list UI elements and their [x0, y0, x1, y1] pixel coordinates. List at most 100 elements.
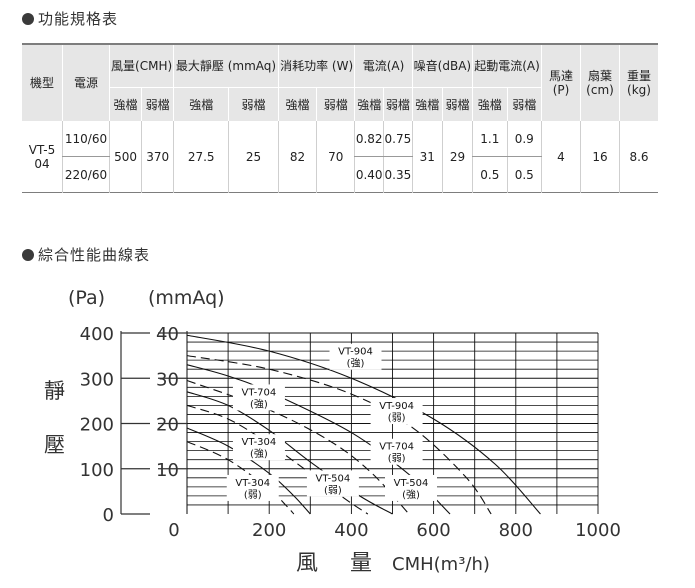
curve-label-background — [306, 470, 359, 497]
pa-tick-label: 400 — [80, 324, 114, 345]
x-tick-label: 400 — [334, 520, 368, 541]
y-axis-label: 靜壓 — [44, 379, 65, 457]
x-tick-label: 600 — [416, 520, 450, 541]
curve-label-mode: (強) — [347, 357, 365, 370]
bullet-dot-icon — [22, 249, 34, 261]
unit-left-label: (Pa) — [68, 287, 105, 309]
pa-tick-label: 200 — [80, 415, 114, 436]
x-axis-label-char: 量 — [350, 551, 372, 576]
bullet-dot-icon — [22, 13, 34, 25]
cell-noise-weak: 29 — [441, 121, 473, 193]
spec-title-text: 功能規格表 — [38, 10, 119, 28]
unit-right-label: (mmAq) — [148, 287, 225, 309]
mmaq-tick-label: 20 — [156, 415, 179, 436]
curve-label-background — [384, 474, 437, 501]
curve-label-mode: (弱) — [388, 412, 406, 424]
header-strong: 強檔 — [354, 87, 384, 121]
x-tick-label: 200 — [252, 520, 286, 541]
cell-horsepower: 4 — [541, 121, 581, 193]
curve-label-background — [232, 434, 285, 461]
cell-power-weak: 70 — [316, 121, 355, 193]
mmaq-tick-label: 30 — [156, 369, 179, 390]
curve-label-name: VT-904 — [379, 401, 414, 412]
header-strong: 強檔 — [411, 87, 443, 121]
cell-static-weak: 25 — [228, 121, 279, 193]
header-weak: 弱檔 — [316, 87, 355, 121]
curve-label-name: VT-704 — [242, 387, 277, 398]
header-weight: 重量 (kg) — [619, 44, 658, 121]
cell-start-strong-1: 1.1 — [472, 121, 507, 157]
cell-source-2: 220/60 — [62, 156, 110, 193]
header-strong: 強檔 — [277, 87, 317, 121]
cell-current-strong-1: 0.82 — [354, 121, 384, 157]
cell-model: VT-504 — [28, 142, 56, 171]
curve-vt-504-strong — [186, 391, 393, 515]
cell-weight: 8.6 — [619, 121, 658, 193]
curve-label-name: VT-904 — [338, 347, 373, 358]
curve-section-title: 綜合性能曲線表 — [22, 244, 150, 265]
curve-label-mode: (弱) — [388, 453, 406, 465]
curve-label-background — [226, 474, 279, 501]
curve-labels-group: VT-904(強)VT-904(弱)VT-704(強)VT-704(弱)VT-5… — [226, 343, 437, 501]
mmaq-tick-label: 40 — [156, 324, 179, 345]
header-start-current: 起動電流(A) — [472, 44, 542, 88]
curve-label-mode: (強) — [250, 447, 268, 460]
curve-label-background — [370, 398, 423, 425]
cell-start-strong-2: 0.5 — [472, 156, 507, 193]
header-noise: 噪音(dBA) — [411, 44, 473, 88]
curve-label-mode: (弱) — [244, 489, 262, 501]
header-weak: 弱檔 — [441, 87, 473, 121]
cell-airflow-weak: 370 — [141, 121, 174, 193]
x-tick-label: 0 — [168, 520, 179, 541]
header-strong: 強檔 — [472, 87, 507, 121]
curve-label-background — [370, 438, 423, 465]
x-axis-label-char: 風 — [296, 551, 318, 576]
header-airflow: 風量(CMH) — [108, 44, 174, 88]
curve-label-background — [232, 384, 285, 411]
x-axis-label: 風量 — [296, 551, 372, 576]
cell-noise-strong: 31 — [411, 121, 443, 193]
pa-tick-label: 300 — [80, 369, 114, 390]
x-axis-unit: CMH(m³/h) — [392, 554, 490, 575]
header-strong: 強檔 — [108, 87, 142, 121]
curve-label-name: VT-304 — [242, 437, 277, 448]
header-model: 機型 — [22, 44, 63, 121]
header-strong: 強檔 — [173, 87, 229, 121]
cell-current-strong-2: 0.40 — [354, 156, 384, 193]
header-current: 電流(A) — [354, 44, 413, 88]
cell-start-weak-2: 0.5 — [506, 156, 542, 193]
curve-label-name: VT-504 — [394, 478, 429, 489]
spec-table: 機型 電源 風量(CMH) 最大靜壓 (mmAq) 消耗功率 (W) 電流(A)… — [22, 43, 658, 193]
header-weak: 弱檔 — [141, 87, 174, 121]
cell-start-weak-1: 0.9 — [506, 121, 542, 157]
cell-blade: 16 — [580, 121, 620, 193]
cell-current-weak-1: 0.75 — [383, 121, 413, 157]
curve-label-name: VT-504 — [316, 473, 351, 484]
curve-label-background — [329, 343, 382, 370]
cell-power-strong: 82 — [277, 121, 317, 193]
pa-tick-label: 0 — [103, 505, 114, 526]
header-power-source: 電源 — [62, 44, 110, 121]
header-weak: 弱檔 — [383, 87, 413, 121]
header-weak: 弱檔 — [228, 87, 279, 121]
curve-vt-504-weak — [186, 404, 369, 515]
cell-static-strong: 27.5 — [173, 121, 229, 193]
cell-airflow-strong: 500 — [108, 121, 142, 193]
curve-label-name: VT-704 — [379, 442, 414, 453]
curve-label-name: VT-304 — [235, 478, 270, 489]
curve-title-text: 綜合性能曲線表 — [38, 246, 151, 264]
header-horsepower: 馬達 (P) — [541, 44, 581, 121]
curve-label-mode: (強) — [402, 488, 420, 501]
cell-source-1: 110/60 — [62, 121, 110, 157]
x-tick-label: 1000 — [575, 520, 621, 541]
curve-vt-304-weak — [186, 441, 295, 515]
cell-current-weak-2: 0.35 — [383, 156, 413, 193]
x-tick-label: 800 — [499, 520, 533, 541]
header-power: 消耗功率 (W) — [277, 44, 355, 88]
curve-vt-304-strong — [186, 427, 311, 515]
header-max-static: 最大靜壓 (mmAq) — [173, 44, 279, 88]
mmaq-tick-label: 10 — [156, 460, 179, 481]
curve-vt-904-strong — [186, 334, 541, 515]
